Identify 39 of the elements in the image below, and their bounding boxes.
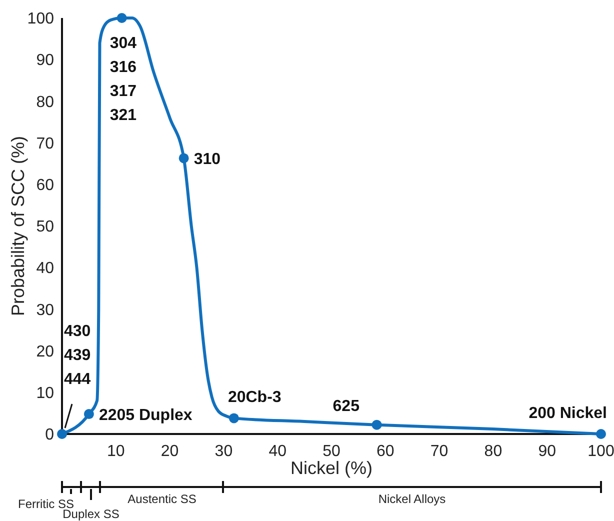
- annotation: 200 Nickel: [528, 405, 607, 422]
- point: [372, 420, 382, 430]
- x-tick-label: 90: [538, 443, 556, 460]
- annotation: 430 439 444: [64, 323, 91, 388]
- y-tick-label: 70: [36, 135, 54, 152]
- y-tick-label: 80: [36, 94, 54, 111]
- x-tick-label: 10: [107, 443, 125, 460]
- x-axis-title: Nickel (%): [290, 458, 373, 478]
- y-tick-label: 30: [36, 302, 54, 319]
- y-tick-label: 0: [45, 426, 54, 444]
- y-tick-label: 20: [36, 343, 54, 360]
- text: Austentic SS: [128, 492, 196, 506]
- point: [57, 429, 67, 439]
- point: [84, 409, 94, 420]
- text: Nickel Alloys: [378, 492, 446, 506]
- x-tick-label: 40: [268, 443, 287, 460]
- x-tick-label: 80: [484, 443, 502, 460]
- annotation: 304 316 317 321: [110, 35, 137, 124]
- y-tick-label: 100: [27, 10, 54, 28]
- point: [178, 153, 189, 164]
- y-axis-title: Probability of SCC (%): [8, 136, 28, 316]
- point: [596, 429, 606, 439]
- point: [116, 13, 127, 23]
- y-tick-label: 50: [36, 218, 54, 236]
- point: [228, 413, 239, 424]
- x-tick-label: 60: [376, 443, 394, 460]
- y-tick-label: 90: [36, 52, 54, 70]
- y-tick-label: 60: [36, 177, 54, 194]
- y-tick-label: 40: [36, 260, 54, 278]
- x-tick-label: 50: [322, 443, 340, 460]
- annotation: 310: [194, 151, 221, 168]
- x-tick-label: 20: [160, 443, 179, 460]
- annotation: 625: [332, 398, 360, 415]
- y-tick-label: 10: [36, 385, 54, 402]
- annotation: 2205 Duplex: [98, 407, 192, 424]
- x-tick-label: 100: [588, 443, 614, 460]
- annotation: 20Cb-3: [228, 389, 282, 406]
- x-tick-label: 30: [214, 443, 233, 460]
- x-tick-label: 70: [430, 443, 448, 460]
